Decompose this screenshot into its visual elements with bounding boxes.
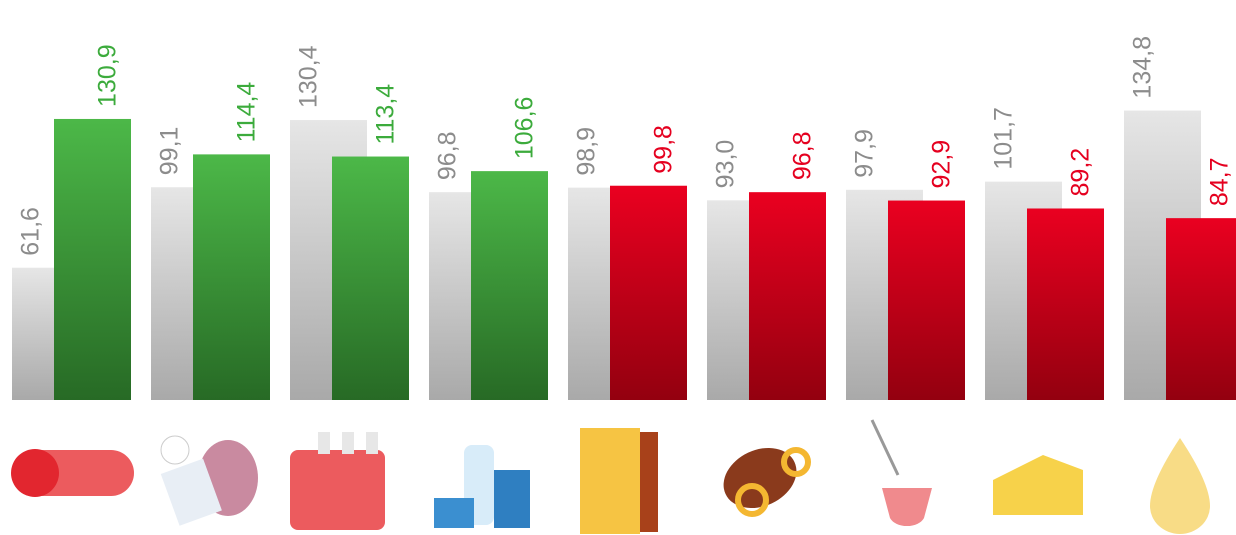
icon-part: [366, 432, 378, 454]
icon-oil: [1150, 438, 1210, 534]
chart: 61,6 99,1 130,4 96,8 98,9 93,0 97,9 101,7 134,8 1…: [0, 0, 1236, 535]
icon-part: [161, 436, 189, 464]
icon-part: [11, 449, 59, 497]
value-label: 84,7: [1206, 157, 1234, 206]
value-label: 89,2: [1067, 148, 1095, 197]
icon-part: [640, 432, 658, 532]
value-label: 106,6: [511, 97, 539, 160]
value-label: 114,4: [233, 82, 261, 143]
value-label: 134,8: [1129, 36, 1157, 99]
value-label: 61,6: [17, 207, 45, 256]
value-label: 101,7: [990, 107, 1018, 170]
value-label: 92,9: [928, 140, 956, 189]
value-label: 99,1: [156, 127, 184, 176]
icon-cheese: [993, 455, 1083, 515]
bar: [332, 157, 409, 400]
value-label: 113,4: [372, 84, 400, 145]
value-label: 130,4: [295, 45, 323, 108]
bar: [1166, 218, 1236, 400]
bar: [1027, 208, 1104, 400]
icon-part: [342, 432, 354, 454]
value-label: 130,9: [94, 44, 122, 107]
bar: [193, 154, 270, 400]
value-label: 99,8: [650, 125, 678, 174]
icon-part: [872, 420, 898, 475]
value-label: 96,8: [789, 131, 817, 180]
icon-ribs: [290, 450, 385, 530]
icon-part: [434, 498, 474, 528]
value-label: 98,9: [573, 127, 601, 176]
bar: [749, 192, 826, 400]
value-label: 93,0: [712, 140, 740, 189]
bar: [54, 119, 131, 400]
bar: [471, 171, 548, 400]
value-label: 96,8: [434, 131, 462, 180]
icons: [11, 420, 1210, 534]
value-label: 97,9: [851, 129, 879, 178]
bar: [888, 201, 965, 400]
icon-part: [494, 470, 530, 528]
bar: [610, 186, 687, 400]
icon-cocoa: [882, 488, 932, 526]
icon-cereal: [580, 428, 640, 534]
icon-part: [318, 432, 330, 454]
